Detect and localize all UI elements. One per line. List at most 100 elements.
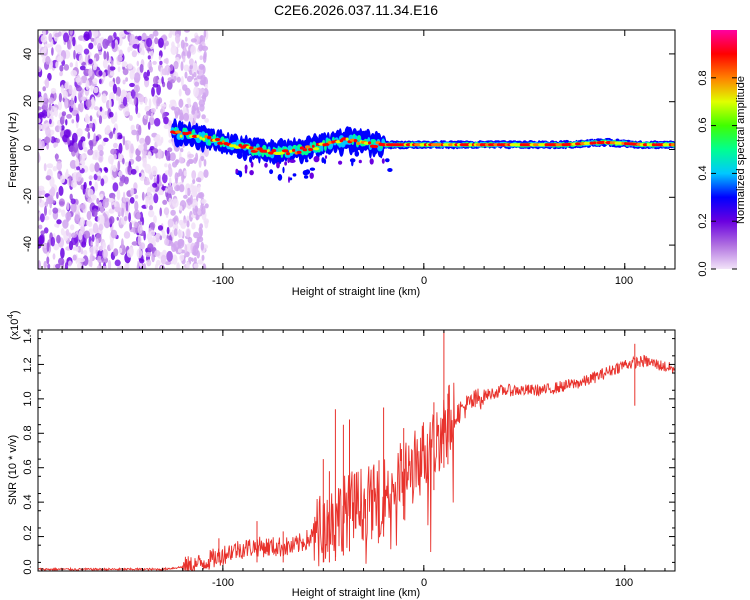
noise-blob: [111, 204, 115, 210]
snr-ticks: [38, 329, 675, 572]
noise-blob: [57, 55, 64, 63]
noise-blob: [149, 222, 156, 230]
spectrogram-ytick-label: 40: [22, 48, 34, 60]
noise-blob: [201, 254, 205, 261]
noise-blob: [144, 76, 150, 81]
noise-blob: [57, 173, 61, 180]
noise-blob: [115, 86, 122, 98]
noise-blob: [49, 118, 52, 125]
noise-blob: [193, 157, 198, 164]
noise-blob: [98, 245, 103, 252]
noise-blob: [146, 69, 150, 77]
noise-blob: [202, 92, 207, 103]
noise-blob: [183, 219, 188, 224]
noise-blob: [55, 153, 58, 162]
noise-blob: [130, 168, 137, 175]
noise-blob: [67, 137, 70, 146]
snr-xtick-label: -100: [212, 577, 234, 589]
ridge-core: [311, 144, 315, 148]
noise-blob: [138, 94, 145, 103]
ridge-core: [187, 131, 192, 135]
noise-blob: [142, 157, 147, 167]
ridge-fragment: [385, 158, 390, 163]
ridge-fragment: [235, 168, 239, 174]
noise-blob: [187, 204, 192, 210]
noise-blob: [178, 205, 183, 211]
snr-ytick-label: 0.6: [22, 459, 34, 474]
noise-blob: [40, 35, 48, 43]
noise-blob: [116, 55, 123, 62]
noise-blob: [117, 160, 121, 171]
noise-blob: [180, 39, 185, 49]
noise-blob: [177, 43, 180, 48]
noise-blob: [131, 241, 139, 246]
noise-blob: [112, 164, 117, 172]
ridge-fragment: [323, 158, 327, 165]
noise-blob: [75, 246, 79, 252]
ridge-core: [589, 141, 595, 145]
ridge-core: [651, 143, 656, 147]
noise-blob: [191, 257, 194, 262]
noise-blob: [83, 249, 88, 256]
noise-blob: [168, 197, 172, 206]
noise-blob: [152, 60, 157, 65]
noise-blob: [134, 200, 139, 212]
noise-blob: [65, 168, 69, 177]
noise-blob: [78, 54, 84, 64]
noise-blob: [156, 84, 162, 96]
snr-panel: -100 0 100 0.0 0.2 0.4 0.6 0.8 1.0 1.2 1…: [6, 310, 676, 599]
noise-blob: [107, 259, 112, 269]
noise-blob: [129, 82, 135, 88]
noise-blob: [164, 65, 167, 76]
noise-blob: [199, 80, 206, 86]
noise-blob: [122, 191, 126, 203]
snr-line: [38, 354, 675, 571]
noise-blob: [38, 124, 43, 130]
noise-blob: [187, 236, 193, 244]
noise-blob: [193, 257, 197, 264]
noise-blob: [178, 98, 184, 109]
noise-blob: [204, 203, 209, 209]
noise-blob: [95, 238, 99, 247]
noise-blob: [183, 194, 188, 199]
noise-blob: [204, 146, 209, 158]
noise-blob: [175, 159, 180, 164]
noise-blob: [40, 213, 45, 223]
ridge-fragment: [303, 175, 309, 179]
noise-blob: [163, 42, 166, 50]
ridge-core: [601, 140, 606, 144]
noise-blob: [45, 55, 51, 65]
noise-blob: [92, 208, 98, 218]
noise-blob: [145, 251, 152, 257]
noise-blob: [204, 118, 210, 123]
noise-blob: [86, 220, 90, 226]
noise-blob: [173, 60, 179, 70]
noise-blob: [50, 186, 56, 197]
noise-blob: [92, 77, 98, 85]
noise-blob: [93, 106, 99, 111]
ridge-fragment: [369, 158, 374, 165]
noise-blob: [109, 239, 114, 250]
noise-blob: [196, 238, 200, 249]
snr-xtick-label: 0: [421, 577, 427, 589]
noise-blob: [118, 247, 123, 254]
noise-blob: [85, 79, 90, 91]
noise-blob: [113, 142, 118, 149]
ridge-core: [196, 134, 200, 138]
noise-blob: [65, 229, 70, 236]
noise-blob: [61, 111, 67, 117]
noise-blob: [151, 253, 155, 263]
noise-blob: [89, 140, 94, 151]
noise-blob: [102, 59, 108, 69]
noise-blob: [64, 262, 68, 269]
noise-blob: [84, 115, 91, 124]
noise-blob: [98, 223, 104, 231]
noise-blob: [50, 87, 57, 94]
noise-blob: [85, 99, 92, 108]
noise-blob: [43, 227, 49, 234]
noise-blob: [137, 144, 144, 151]
ridge-fragment: [289, 159, 295, 163]
noise-blob: [150, 112, 154, 119]
noise-blob: [108, 111, 114, 118]
ridge-fragment: [358, 159, 362, 164]
